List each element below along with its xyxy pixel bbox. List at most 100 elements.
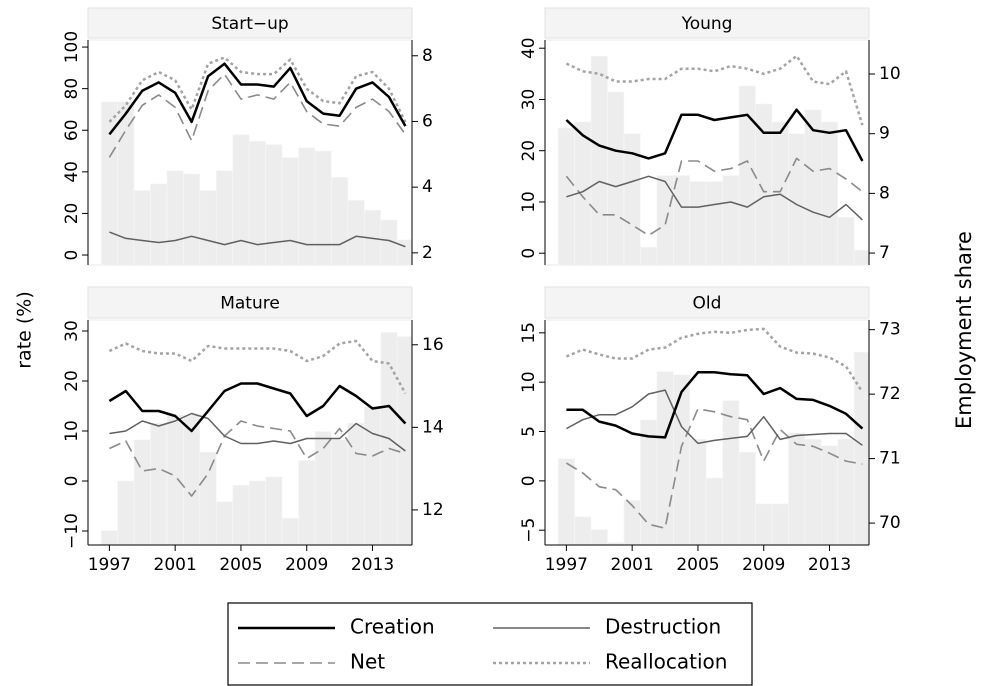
share-bar	[590, 529, 608, 545]
legend-label: Reallocation	[605, 650, 727, 674]
share-bar	[672, 175, 691, 265]
y2-tick-label: 6	[422, 111, 433, 131]
share-bar	[100, 530, 118, 545]
y-tick-label: 0	[62, 476, 82, 487]
y-tick-label: 0	[519, 248, 539, 259]
share-bar	[656, 371, 674, 545]
plot-clip-group	[100, 56, 412, 265]
y2-tick-label: 12	[422, 500, 444, 520]
share-bar	[232, 134, 250, 265]
series-line	[566, 175, 863, 221]
share-bar	[298, 460, 316, 545]
share-bar	[837, 216, 855, 265]
plot-clip-group	[100, 332, 412, 545]
x-tick-label: 2013	[351, 555, 394, 575]
share-bar	[738, 451, 756, 545]
y-tick-label: −5	[519, 518, 539, 543]
panel-title: Old	[693, 294, 722, 314]
y2-axis-title: Employment share	[952, 231, 976, 429]
y-tick-label: 30	[519, 89, 539, 111]
plot-clip-group	[557, 327, 869, 545]
share-bar	[623, 500, 641, 545]
share-bar	[199, 451, 217, 545]
share-bar	[656, 175, 674, 265]
share-bar	[689, 181, 707, 265]
y2-tick-label: 10	[879, 64, 901, 84]
y-tick-label: 40	[62, 161, 82, 183]
share-bar	[183, 414, 201, 545]
share-bar	[640, 246, 658, 265]
series-line	[565, 157, 863, 237]
share-bar	[347, 199, 365, 265]
y2-tick-label: 72	[879, 384, 901, 404]
y-axis-title: rate (%)	[14, 291, 36, 369]
panel-title: Start−up	[211, 14, 288, 34]
share-bar	[364, 406, 382, 545]
share-bar	[396, 336, 412, 545]
legend-label: Destruction	[605, 615, 721, 639]
share-bar	[804, 438, 822, 545]
panel-title-band	[544, 7, 870, 39]
series-line	[565, 327, 864, 393]
x-tick-label: 2005	[219, 555, 262, 575]
share-bar	[347, 422, 365, 545]
y-tick-label: 40	[519, 37, 539, 59]
panel-title: Young	[681, 14, 733, 34]
share-bar	[133, 439, 151, 545]
share-bar	[331, 176, 349, 265]
share-bar	[215, 170, 234, 265]
share-bar	[837, 438, 855, 545]
share-bar	[590, 55, 608, 265]
share-bar	[150, 422, 168, 545]
share-bar	[232, 484, 250, 545]
legend-label: Net	[350, 650, 385, 674]
share-bar	[281, 157, 299, 265]
share-bar	[133, 190, 151, 265]
x-tick-label: 2013	[808, 555, 851, 575]
y-tick-label: 30	[62, 320, 82, 342]
share-bar	[853, 249, 869, 265]
share-bar	[265, 144, 283, 265]
y-tick-label: 20	[62, 203, 82, 225]
legend-box	[227, 602, 753, 686]
share-bar	[248, 480, 266, 545]
share-bar	[396, 239, 412, 265]
y-tick-label: 10	[519, 371, 539, 393]
series-line	[566, 371, 864, 439]
y2-tick-label: 8	[879, 183, 890, 203]
share-bar	[166, 170, 184, 265]
panel-title: Mature	[220, 294, 280, 314]
share-bar	[215, 501, 234, 545]
share-bar	[557, 458, 575, 545]
share-bar	[788, 133, 806, 265]
x-tick-label: 2009	[742, 555, 785, 575]
series-line	[566, 389, 863, 446]
share-bar	[183, 173, 201, 265]
y-tick-label: 20	[519, 140, 539, 162]
y-tick-label: 10	[519, 191, 539, 213]
y2-tick-label: 14	[422, 417, 444, 437]
x-tick-label: 1997	[545, 555, 588, 575]
y-tick-label: 5	[519, 426, 539, 437]
y2-tick-label: 9	[879, 124, 890, 144]
panel-title-band	[87, 286, 413, 319]
share-bar	[314, 431, 332, 545]
y-tick-label: 80	[62, 78, 82, 100]
share-bar	[117, 101, 135, 265]
y2-tick-label: 71	[879, 449, 901, 469]
series-line	[565, 408, 863, 529]
share-bar	[771, 503, 789, 545]
share-bar	[117, 480, 135, 545]
share-bar	[281, 517, 299, 545]
series-line	[108, 382, 407, 433]
x-tick-label: 2001	[611, 555, 654, 575]
share-bar	[788, 432, 806, 545]
share-bar	[150, 183, 168, 265]
share-bar	[705, 181, 723, 265]
x-tick-label: 2009	[285, 555, 328, 575]
share-bar	[166, 414, 184, 545]
share-bar	[248, 140, 266, 265]
y-tick-label: 0	[62, 250, 82, 261]
share-bar	[689, 438, 707, 545]
x-tick-label: 2005	[676, 555, 719, 575]
